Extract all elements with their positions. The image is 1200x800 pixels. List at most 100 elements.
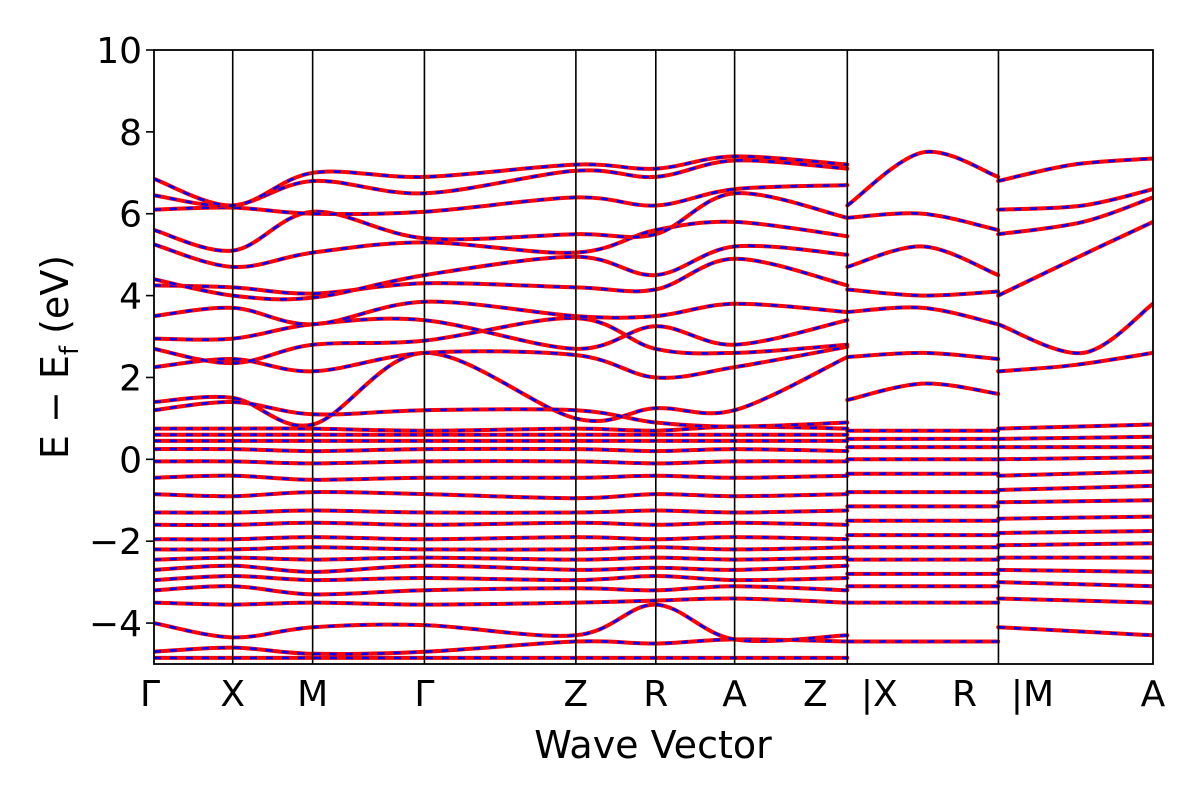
y-tick-label: 6 xyxy=(119,195,142,236)
band-line-spin-down xyxy=(846,245,999,277)
band-line-spin-up xyxy=(154,602,850,644)
band-line-spin-down xyxy=(998,351,1153,373)
band-line-spin-up xyxy=(154,574,850,583)
band-line-spin-up xyxy=(996,469,1153,478)
y-axis-label-unit: (eV) xyxy=(33,255,77,346)
high-symmetry-lines xyxy=(231,50,1000,664)
band-line-spin-up xyxy=(154,473,850,482)
x-axis-label: Wave Vector xyxy=(534,723,772,767)
band-line-spin-down xyxy=(998,196,1153,236)
band-line-spin-up xyxy=(154,316,850,366)
x-tick-label: M xyxy=(297,674,328,715)
band-line-spin-down xyxy=(847,351,999,361)
x-tick-label: R xyxy=(952,674,977,715)
band-line-spin-down xyxy=(154,317,848,351)
band-line-spin-down xyxy=(154,603,848,643)
band-line-spin-down xyxy=(154,447,848,453)
x-tick-label: Z xyxy=(564,674,589,715)
band-line-spin-down xyxy=(154,535,848,541)
x-tick-label: X xyxy=(220,674,245,715)
band-lines xyxy=(154,149,1153,660)
band-line-spin-up xyxy=(996,625,1153,638)
band-line-spin-down xyxy=(847,211,999,232)
x-tick-label: R xyxy=(643,674,668,715)
x-tick-label: |X xyxy=(861,674,898,715)
band-line-spin-down xyxy=(154,574,848,582)
band-line-spin-up xyxy=(154,508,850,515)
band-line-spin-down xyxy=(847,306,999,326)
band-line-spin-up xyxy=(154,535,850,542)
band-line-spin-down xyxy=(154,521,848,527)
band-line-spin-up xyxy=(996,195,1153,237)
band-line-spin-down xyxy=(154,545,848,551)
band-line-spin-down xyxy=(154,584,848,596)
band-line-spin-up xyxy=(996,498,1153,505)
y-tick-label: −2 xyxy=(89,522,142,563)
band-line-spin-up xyxy=(996,455,1153,462)
y-tick-label: 2 xyxy=(119,358,142,399)
band-line-spin-down xyxy=(997,157,1153,183)
y-tick-label: 0 xyxy=(119,440,142,481)
band-line-spin-down xyxy=(154,300,848,326)
x-tick-label: Z xyxy=(803,674,828,715)
band-line-spin-down xyxy=(154,257,848,295)
band-line-spin-down xyxy=(998,187,1153,211)
band-line-spin-up xyxy=(996,422,1153,431)
x-tick-label: |M xyxy=(1011,674,1054,715)
y-tick-label: 8 xyxy=(119,113,142,154)
band-line-spin-down xyxy=(847,288,999,297)
band-line-spin-up xyxy=(154,490,850,501)
band-line-spin-up xyxy=(154,520,850,527)
band-line-spin-up xyxy=(154,584,850,597)
band-line-spin-down xyxy=(154,556,848,561)
band-line-spin-down xyxy=(997,302,1153,355)
band-line-spin-down xyxy=(997,220,1153,297)
band-line-spin-down xyxy=(154,400,848,428)
band-line-spin-up xyxy=(845,381,1001,402)
x-tick-label: Γ xyxy=(140,674,160,715)
band-line-spin-up xyxy=(154,446,850,454)
band-line-spin-down xyxy=(154,597,848,606)
plot-frame xyxy=(153,49,1154,665)
band-line-spin-up xyxy=(996,514,1153,521)
band-line-spin-up xyxy=(996,567,1153,574)
y-tick-label: 4 xyxy=(119,277,142,318)
band-line-spin-up xyxy=(154,459,850,466)
band-line-spin-up xyxy=(154,563,850,574)
band-line-spin-down xyxy=(154,490,848,500)
band-line-spin-up xyxy=(996,301,1153,356)
band-line-spin-up xyxy=(845,244,1001,278)
y-axis-label: E − Ef (eV) xyxy=(33,255,85,459)
y-tick-label: −4 xyxy=(89,604,142,645)
band-line-spin-up xyxy=(996,156,1153,183)
band-line-spin-down xyxy=(154,244,848,301)
x-tick-label: A xyxy=(1141,674,1166,715)
x-tick-label: A xyxy=(722,674,747,715)
y-axis-label-subscript: f xyxy=(55,345,85,355)
band-line-spin-up xyxy=(996,580,1153,589)
band-line-spin-up xyxy=(154,316,850,351)
band-line-spin-up xyxy=(996,434,1153,441)
band-line-spin-down xyxy=(154,351,848,427)
band-line-spin-down xyxy=(154,316,848,365)
band-line-spin-up xyxy=(154,555,850,562)
band-line-spin-up xyxy=(996,529,1153,535)
band-line-spin-down xyxy=(154,459,848,465)
band-line-spin-down xyxy=(154,564,848,574)
band-line-spin-up xyxy=(154,219,850,269)
band-line-spin-up xyxy=(154,545,850,552)
band-line-spin-down xyxy=(846,150,999,207)
band-line-spin-up xyxy=(996,541,1153,548)
band-line-spin-up xyxy=(845,149,1001,208)
y-axis-label-main: E − E xyxy=(33,355,77,459)
y-tick-label: 10 xyxy=(96,31,142,72)
band-line-spin-up xyxy=(996,483,1153,492)
band-line-spin-down xyxy=(154,509,848,515)
x-axis-ticks: Γ X M Γ Z R A Z |X R |M A xyxy=(140,674,1166,715)
band-line-spin-down xyxy=(154,155,848,207)
band-line-spin-down xyxy=(154,183,848,216)
y-axis-ticks: 10 8 6 4 2 0 −2 −4 xyxy=(89,31,154,645)
band-line-spin-down xyxy=(154,474,848,482)
band-line-spin-down xyxy=(154,191,848,253)
